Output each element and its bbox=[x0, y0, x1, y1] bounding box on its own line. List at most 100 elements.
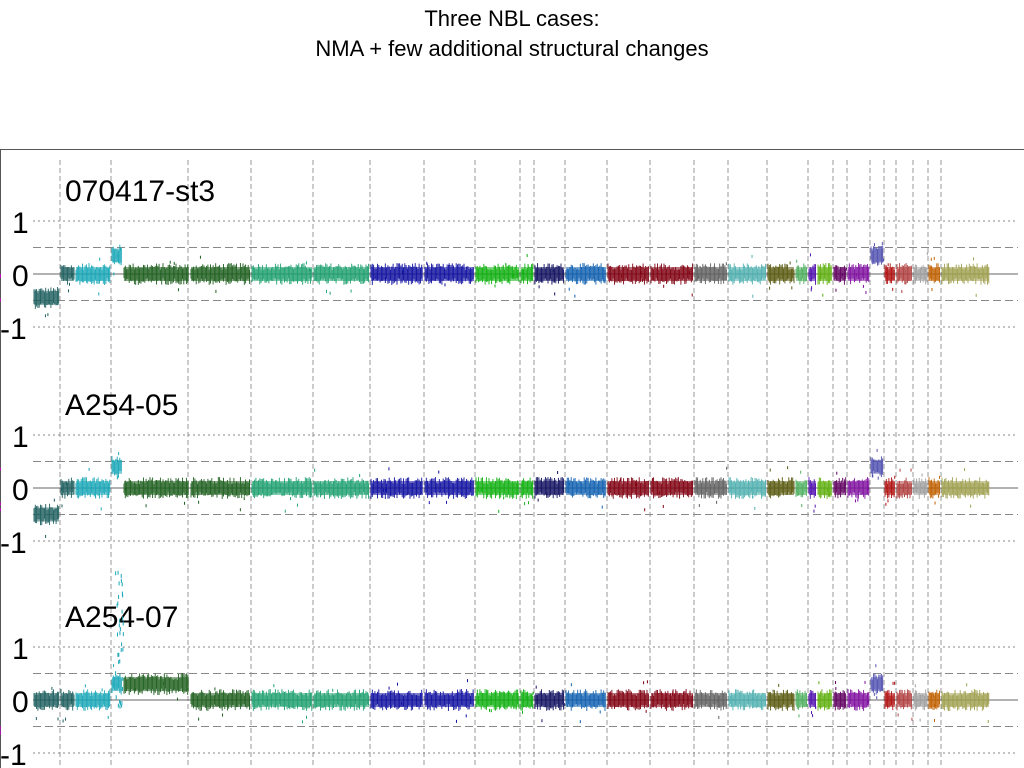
chromosome-segment-3-26 bbox=[884, 681, 896, 711]
chromosome-segment-1-16 bbox=[650, 263, 694, 297]
chromosome-segment-2-11 bbox=[475, 477, 520, 513]
chromosome-segment-3-23 bbox=[833, 681, 847, 711]
plot-frame bbox=[0, 149, 1024, 768]
chromosome-segment-3-8 bbox=[313, 688, 370, 711]
chromosome-segment-1-5 bbox=[123, 260, 189, 292]
chromosome-segment-2-15 bbox=[607, 477, 649, 512]
chromosome-segment-1-6 bbox=[190, 255, 250, 293]
chromosome-segment-2-19 bbox=[767, 466, 795, 499]
chromosome-segment-1-4 bbox=[111, 244, 122, 276]
ytick-label-2-3: -1 bbox=[0, 527, 27, 560]
chromosome-segment-1-31 bbox=[0, 274, 1, 302]
chromosome-segment-2-16 bbox=[650, 477, 694, 508]
chromosome-segment-2-24 bbox=[847, 477, 870, 503]
chromosome-segment-3-3 bbox=[75, 684, 111, 719]
chromosome-segment-2-2 bbox=[60, 477, 75, 508]
chromosome-segment-3-15 bbox=[607, 680, 649, 713]
chromosome-segment-2-10 bbox=[424, 470, 474, 505]
chromosome-segment-2-26 bbox=[884, 475, 896, 506]
chromosome-segment-2-20 bbox=[795, 470, 807, 508]
chromosome-segment-2-28 bbox=[913, 473, 928, 513]
chromosome-segment-3-12 bbox=[520, 689, 534, 714]
chromosome-segment-1-1 bbox=[33, 287, 60, 318]
chromosome-segment-2-17 bbox=[694, 466, 728, 507]
chromosome-segment-1-9 bbox=[370, 263, 423, 285]
chromosome-segment-3-7 bbox=[251, 684, 313, 724]
ytick-label-1-3: -1 bbox=[0, 313, 27, 346]
title-line-2: NMA + few additional structural changes bbox=[315, 36, 709, 61]
chromosome-segment-2-9 bbox=[370, 467, 423, 499]
chromosome-segment-1-7 bbox=[251, 261, 313, 285]
ytick-label-1-1: 1 bbox=[12, 207, 29, 240]
chromosome-segment-3-31 bbox=[0, 726, 1, 735]
chromosome-segment-3-25 bbox=[870, 664, 884, 700]
chromosome-segment-2-4 bbox=[111, 452, 122, 480]
ytick-label-3-1: 1 bbox=[12, 633, 29, 666]
chromosome-segment-2-14 bbox=[565, 477, 606, 509]
chromosome-segment-3-16 bbox=[650, 689, 694, 711]
amplification-spike bbox=[115, 570, 124, 709]
chromosome-segment-2-12 bbox=[520, 477, 534, 506]
chromosome-segment-2-25 bbox=[870, 448, 884, 480]
chromosome-segment-2-8 bbox=[313, 468, 370, 499]
ytick-label-2-1: 1 bbox=[12, 421, 29, 454]
chromosome-segment-1-29 bbox=[928, 256, 940, 291]
chromosome-segment-3-14 bbox=[565, 683, 606, 724]
ytick-label-3-2: 0 bbox=[12, 686, 29, 719]
chromosome-segment-1-12 bbox=[520, 254, 534, 285]
chromosome-segment-1-8 bbox=[313, 263, 370, 295]
chromosome-segment-2-23 bbox=[833, 471, 847, 499]
chromosome-segment-2-1 bbox=[33, 498, 60, 538]
ytick-label-3-3: -1 bbox=[0, 739, 27, 768]
chromosome-segment-1-15 bbox=[607, 263, 649, 285]
chromosome-segment-1-23 bbox=[833, 265, 847, 292]
chromosome-segment-1-20 bbox=[795, 259, 807, 285]
chromosome-segment-3-22 bbox=[817, 681, 832, 711]
chromosome-segment-2-27 bbox=[896, 468, 912, 499]
chromosome-segment-3-21 bbox=[808, 689, 817, 718]
chromosome-segment-2-3 bbox=[75, 467, 111, 511]
chromosome-segment-1-10 bbox=[424, 261, 474, 287]
chromosome-segment-1-21 bbox=[808, 253, 816, 292]
ytick-label-2-2: 0 bbox=[12, 474, 29, 507]
chromosome-segment-3-27 bbox=[896, 689, 913, 721]
chromosome-segment-3-28 bbox=[913, 684, 928, 722]
chromosome-segment-1-2 bbox=[60, 265, 75, 293]
chromosome-segment-3-17 bbox=[694, 689, 727, 719]
chromosome-segment-1-30 bbox=[941, 257, 990, 297]
ytick-label-1-2: 0 bbox=[12, 260, 29, 293]
chromosome-segment-3-11 bbox=[475, 689, 520, 713]
chromosome-segment-1-26 bbox=[884, 263, 895, 291]
chart-title: Three NBL cases: NMA + few additional st… bbox=[0, 4, 1024, 64]
chromosome-segment-1-19 bbox=[767, 261, 795, 290]
chromosome-segment-2-5 bbox=[123, 477, 189, 508]
chromosome-segment-3-5 bbox=[123, 673, 189, 701]
chromosome-segment-3-2 bbox=[60, 689, 75, 723]
chromosome-segment-2-13 bbox=[534, 470, 565, 502]
chromosome-segment-1-22 bbox=[817, 263, 832, 297]
chromosome-segment-1-11 bbox=[475, 262, 520, 288]
chromosome-segment-3-18 bbox=[728, 689, 766, 711]
chromosome-segment-1-14 bbox=[565, 263, 606, 298]
chromosome-segment-2-6 bbox=[190, 477, 250, 512]
chromosome-segment-1-3 bbox=[75, 257, 111, 296]
chromosome-segment-3-19 bbox=[767, 683, 795, 711]
chromosome-segment-3-6 bbox=[190, 687, 250, 721]
title-line-1: Three NBL cases: bbox=[424, 6, 600, 31]
chromosome-segment-3-13 bbox=[534, 685, 565, 723]
sample-name-3: A254-07 bbox=[65, 601, 178, 634]
chromosome-segment-1-24 bbox=[847, 263, 870, 295]
chromosome-segment-1-18 bbox=[728, 254, 766, 298]
chromosome-segment-3-20 bbox=[795, 689, 808, 718]
chromosome-segment-2-30 bbox=[941, 468, 990, 508]
chromosome-segment-3-9 bbox=[370, 682, 423, 711]
chromosome-segment-1-25 bbox=[870, 242, 884, 266]
chromosome-segment-3-24 bbox=[847, 680, 870, 711]
chromosome-segment-2-31 bbox=[0, 467, 1, 512]
sample-name-2: A254-05 bbox=[65, 389, 178, 422]
chromosome-segment-3-29 bbox=[928, 689, 940, 722]
chromosome-segment-3-10 bbox=[424, 679, 474, 723]
chromosome-segment-1-13 bbox=[534, 263, 565, 296]
chromosome-segment-2-22 bbox=[817, 477, 832, 499]
